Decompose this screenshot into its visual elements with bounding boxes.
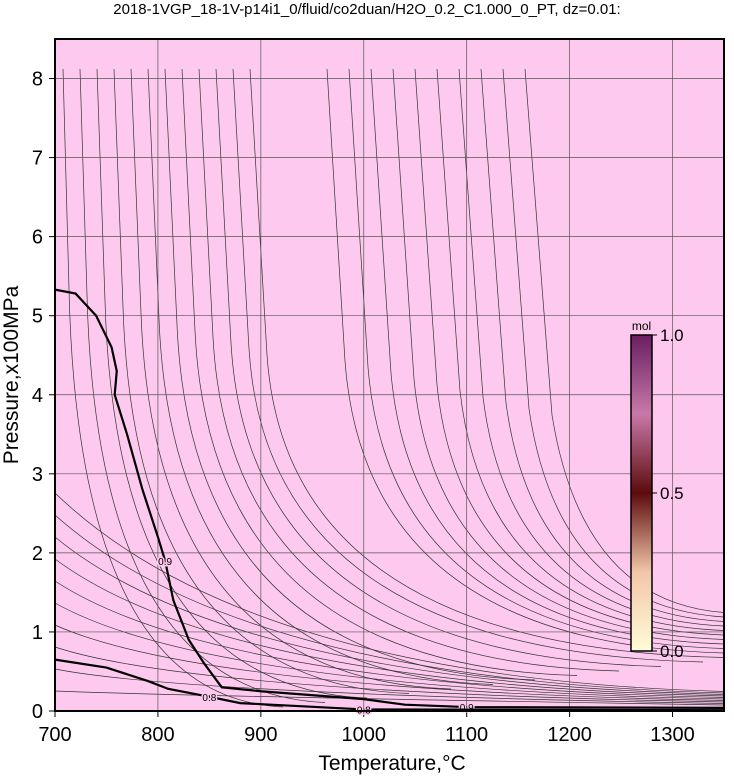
thin-contour: [458, 68, 725, 627]
x-tick-label: 1300: [650, 724, 695, 746]
thin-contour: [54, 536, 725, 695]
x-axis-label: Temperature,°C: [318, 752, 465, 775]
thin-contour: [326, 68, 725, 654]
thin-contour: [54, 514, 725, 694]
colorbar: [630, 334, 653, 652]
chart-title: 2018-1VGP_18-1V-p14i1_0/fluid/co2duan/H2…: [113, 1, 620, 18]
thin-contour: [198, 68, 620, 672]
thin-contour: [54, 580, 725, 698]
thin-contour: [54, 602, 725, 700]
y-tick-label: 8: [32, 69, 43, 91]
y-tick-label: 3: [32, 464, 43, 486]
x-tick-label: 800: [141, 724, 174, 746]
thin-contour: [249, 68, 725, 658]
x-tick-label: 700: [38, 724, 71, 746]
thin-contour: [54, 558, 725, 697]
x-tick-label: 1000: [342, 724, 387, 746]
colorbar-label: mol: [632, 319, 651, 333]
thin-contour: [414, 68, 725, 636]
y-tick-label: 4: [32, 385, 43, 407]
thin-contour: [54, 624, 725, 701]
colorbar-tick-label: 1.0: [660, 326, 684, 345]
thin-contour: [147, 68, 494, 685]
colorbar-tick-label: 0.0: [660, 642, 684, 661]
contour-line: [54, 658, 725, 712]
y-tick-label: 7: [32, 148, 43, 170]
plot-background: [55, 39, 724, 711]
thin-contour: [524, 68, 725, 613]
y-tick-label: 6: [32, 227, 43, 249]
thin-contour: [215, 68, 662, 667]
thin-contour: [54, 690, 725, 706]
y-tick-label: 1: [32, 622, 43, 644]
colorbar-tick-label: 0.5: [660, 484, 684, 503]
x-tick-label: 1200: [547, 724, 592, 746]
thin-contour: [62, 68, 284, 708]
thin-contour: [502, 68, 725, 618]
contour-label: 0.8: [202, 693, 216, 704]
contour-label: 0.9: [158, 557, 172, 568]
x-tick-label: 900: [244, 724, 277, 746]
y-axis-label: Pressure,x100MPa: [0, 285, 23, 464]
y-tick-label: 0: [32, 701, 43, 723]
y-tick-label: 5: [32, 306, 43, 328]
x-tick-label: 1100: [445, 724, 488, 746]
thin-contour: [54, 492, 725, 692]
thin-contour: [113, 68, 410, 694]
thin-contour: [54, 668, 725, 704]
contour-line: [54, 288, 725, 709]
thin-contour: [164, 68, 536, 681]
thin-contour: [181, 68, 578, 676]
y-tick-label: 2: [32, 543, 43, 565]
thin-contour: [480, 68, 725, 622]
thin-contour: [54, 646, 725, 703]
plot-frame: [54, 38, 725, 712]
